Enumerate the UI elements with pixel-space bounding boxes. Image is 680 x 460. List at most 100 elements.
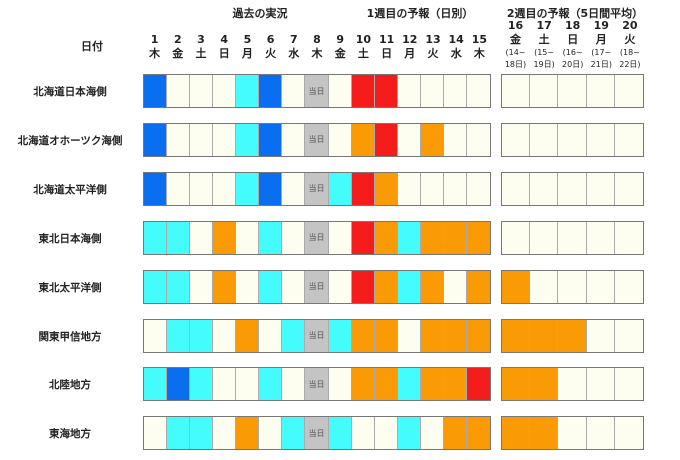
weekday: 火 bbox=[624, 33, 636, 46]
week2-cell bbox=[614, 221, 643, 254]
day-cell bbox=[213, 368, 237, 401]
weekday: 火 bbox=[265, 47, 277, 60]
day-cell bbox=[351, 75, 375, 107]
week2-cell bbox=[614, 319, 643, 352]
day-cell bbox=[213, 75, 237, 107]
day-cell bbox=[328, 75, 352, 107]
week2-cell bbox=[586, 417, 615, 450]
day-cell bbox=[144, 417, 168, 450]
day-header: 15 木 bbox=[467, 33, 491, 61]
day-cell bbox=[144, 270, 168, 303]
day-cell bbox=[397, 368, 421, 401]
day-number: 6 bbox=[266, 33, 275, 46]
day-cell bbox=[420, 75, 444, 107]
day-cell bbox=[190, 221, 214, 254]
day-cell bbox=[351, 270, 375, 303]
day-header: 10 土 bbox=[351, 33, 375, 61]
weekday: 木 bbox=[149, 47, 161, 60]
day-cell bbox=[282, 319, 306, 352]
day-cell bbox=[374, 270, 398, 303]
day-number: 3 bbox=[197, 33, 205, 46]
region-label: 北海道日本海側 bbox=[33, 86, 107, 98]
day-cell bbox=[213, 270, 237, 303]
week2-day-header: 16 金 (14~ 18日) bbox=[501, 19, 530, 71]
weekday: 日 bbox=[218, 47, 230, 60]
day-cell bbox=[466, 123, 490, 156]
day-cell bbox=[351, 221, 375, 254]
week2-cell bbox=[586, 172, 615, 205]
day-cell bbox=[144, 75, 168, 107]
week2-section-title: 2週目の予報（5日間平均） bbox=[506, 7, 644, 20]
range-start: (14~ bbox=[505, 48, 526, 57]
weekday: 土 bbox=[357, 47, 369, 60]
day-cell bbox=[374, 319, 398, 352]
day-header: 14 水 bbox=[444, 33, 468, 61]
day-cell bbox=[190, 319, 214, 352]
day-cell bbox=[259, 368, 283, 401]
week2-cell bbox=[558, 368, 587, 401]
day-cell bbox=[144, 368, 168, 401]
day-cell bbox=[167, 417, 191, 450]
day-cell bbox=[443, 221, 467, 254]
today-cell: 当日 bbox=[305, 319, 329, 352]
day-cell bbox=[213, 172, 237, 205]
week2-cell bbox=[586, 123, 615, 156]
day-cell bbox=[351, 417, 375, 450]
day-cell bbox=[167, 221, 191, 254]
day-number: 5 bbox=[243, 33, 252, 46]
daily-grid: 当日 bbox=[143, 171, 491, 206]
week2-cell bbox=[502, 123, 531, 156]
today-cell: 当日 bbox=[305, 123, 329, 156]
today-cell: 当日 bbox=[305, 75, 329, 107]
week2-cell bbox=[558, 75, 587, 107]
weekday: 木 bbox=[473, 47, 485, 60]
day-cell bbox=[190, 75, 214, 107]
weekday: 月 bbox=[241, 47, 253, 60]
day-cell bbox=[374, 75, 398, 107]
week2-cell bbox=[530, 172, 559, 205]
day-number: 11 bbox=[378, 33, 395, 46]
region-label: 北陸地方 bbox=[49, 379, 91, 392]
day-cell bbox=[374, 368, 398, 401]
day-cell bbox=[466, 172, 490, 205]
day-header: 13 火 bbox=[421, 33, 445, 61]
week2-cell bbox=[502, 417, 531, 450]
day-cell bbox=[397, 75, 421, 107]
today-cell: 当日 bbox=[305, 417, 329, 450]
day-cell bbox=[374, 417, 398, 450]
region-label: 北海道オホーツク海側 bbox=[17, 134, 123, 147]
week2-cell bbox=[614, 368, 643, 401]
past-section-title: 過去の実況 bbox=[232, 7, 288, 20]
day-cell bbox=[282, 417, 306, 450]
day-cell bbox=[167, 368, 191, 401]
day-cell bbox=[190, 417, 214, 450]
weekday: 金 bbox=[510, 33, 521, 46]
day-header: 12 月 bbox=[398, 33, 422, 61]
day-cell bbox=[328, 368, 352, 401]
day-cell bbox=[213, 123, 237, 156]
week2-grid bbox=[501, 122, 644, 157]
week2-cell bbox=[558, 270, 587, 303]
day-cell bbox=[282, 172, 306, 205]
day-number: 12 bbox=[402, 33, 418, 46]
weekday: 水 bbox=[450, 47, 462, 60]
region-label: 東北日本海側 bbox=[38, 232, 102, 245]
day-cell bbox=[420, 368, 444, 401]
week1-section-title: 1週目の予報（日別） bbox=[366, 7, 474, 20]
week2-cell bbox=[558, 123, 587, 156]
day-cell bbox=[397, 221, 421, 254]
day-cell bbox=[443, 172, 467, 205]
day-cell bbox=[328, 319, 352, 352]
range-start: (16~ bbox=[562, 48, 583, 57]
day-cell bbox=[420, 123, 444, 156]
week2-cell bbox=[614, 172, 643, 205]
week2-cell bbox=[586, 270, 615, 303]
day-cell bbox=[213, 319, 237, 352]
week2-day-header: 17 土 (15~ 19日) bbox=[530, 19, 559, 71]
week2-cell bbox=[558, 417, 587, 450]
day-cell bbox=[420, 221, 444, 254]
day-cell bbox=[466, 368, 490, 401]
weekday: 火 bbox=[427, 47, 439, 60]
day-number: 16 bbox=[507, 19, 524, 32]
